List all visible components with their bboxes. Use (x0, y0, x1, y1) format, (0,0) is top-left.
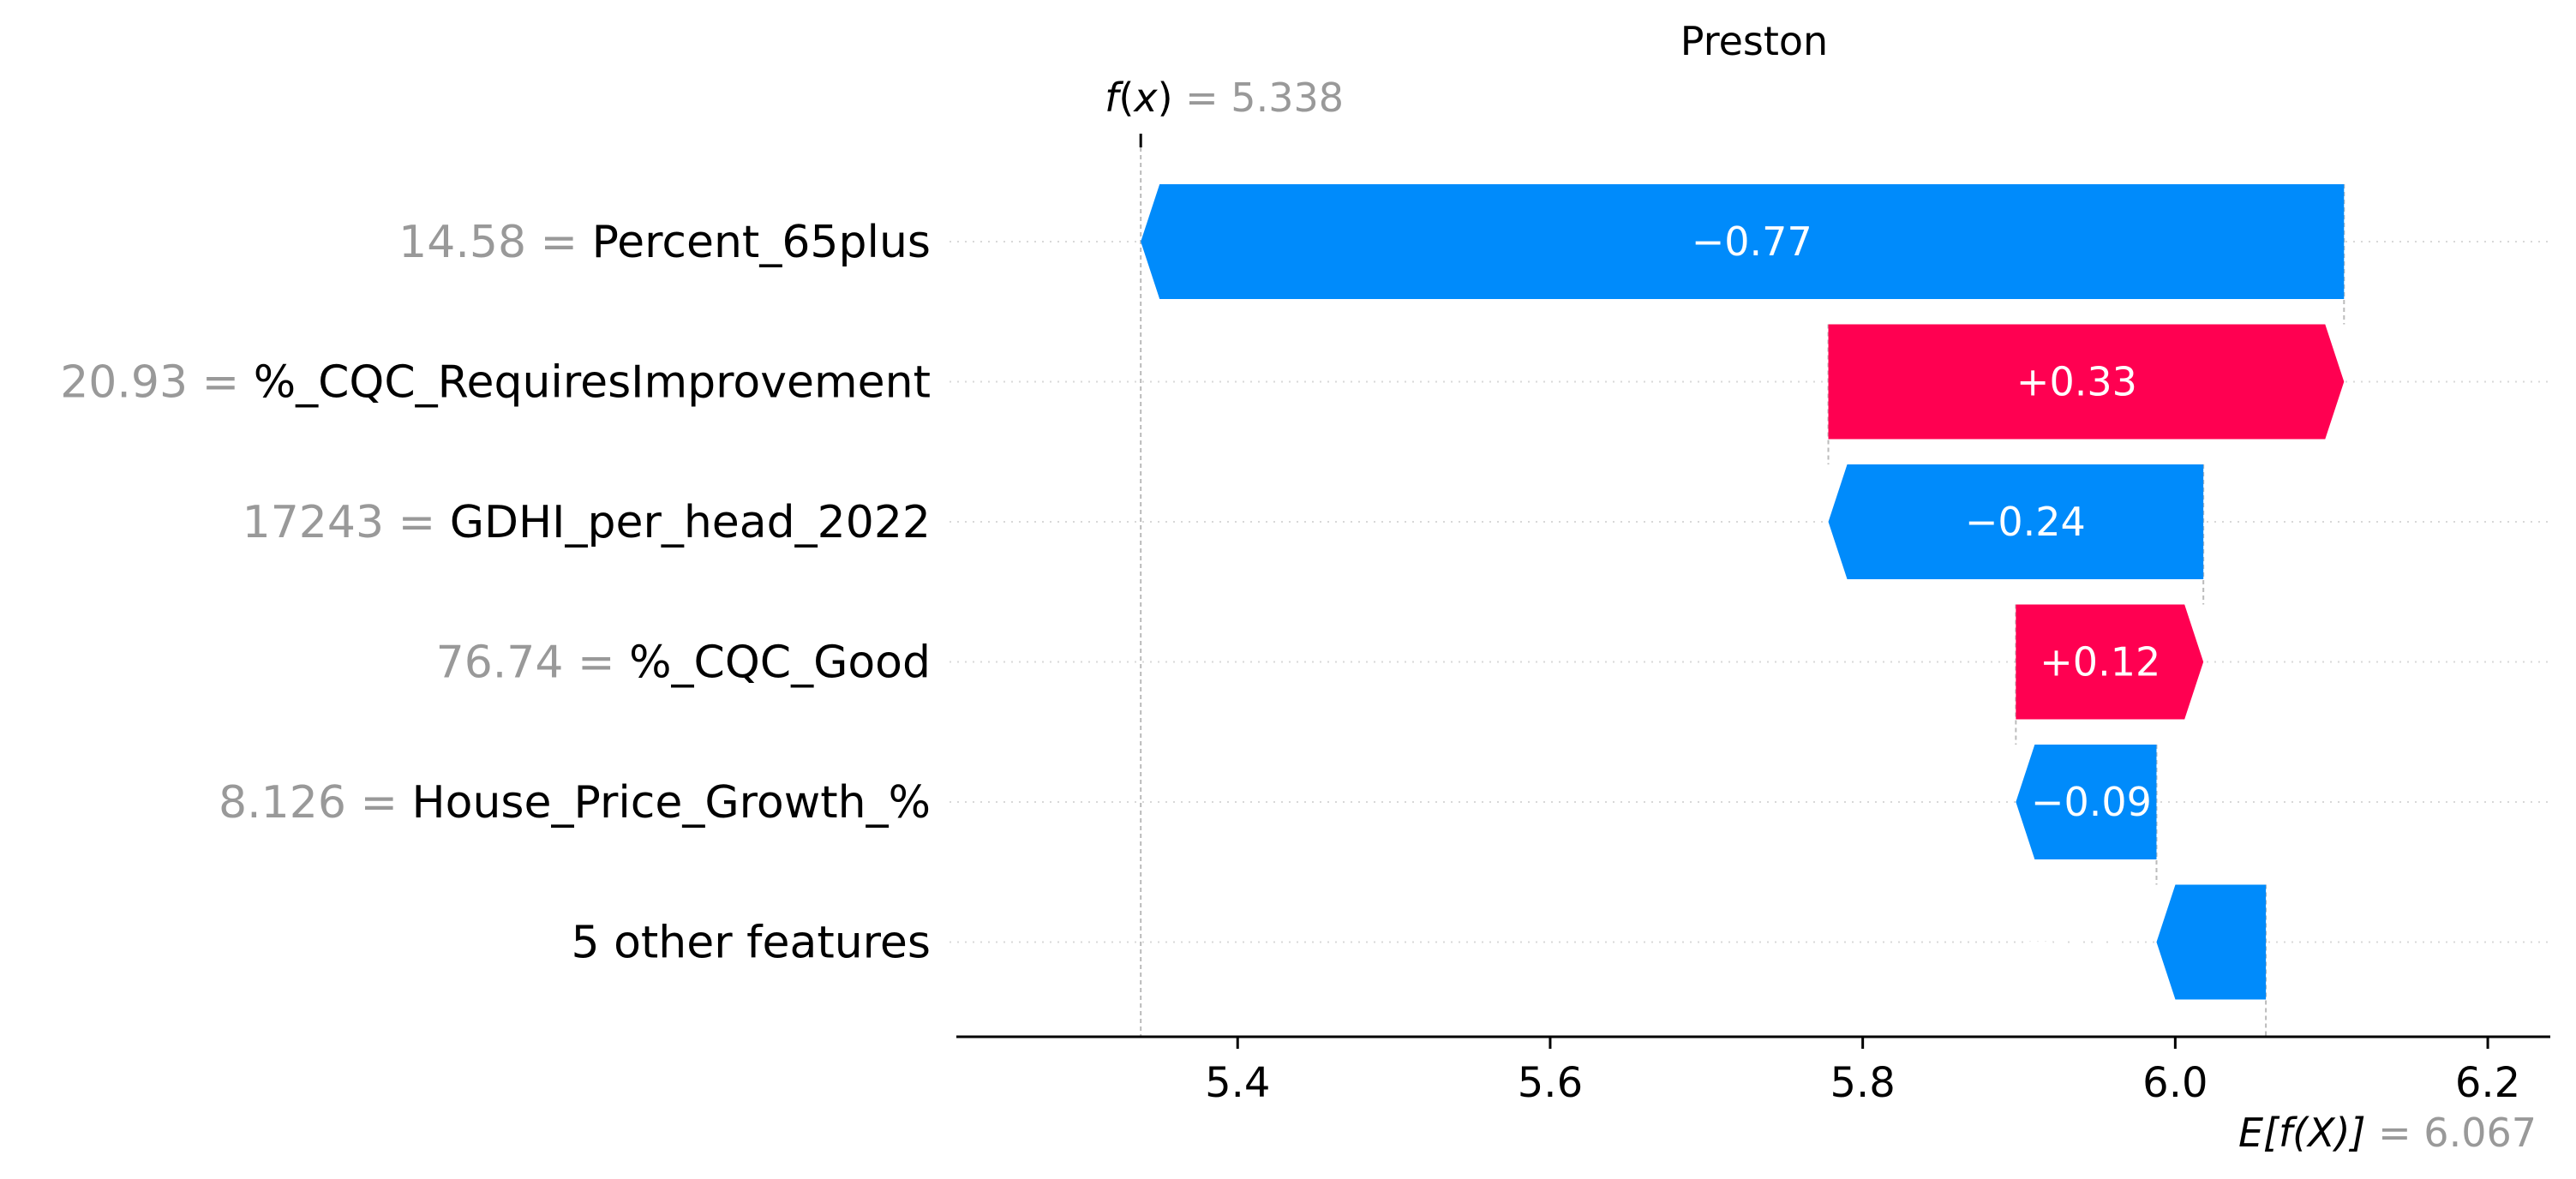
x-tick-label: 5.6 (1518, 1059, 1583, 1107)
bar-label-5: −0.09 (2031, 779, 2152, 825)
ex-annotation: E[f(X)] = 6.067 (2238, 1110, 2537, 1156)
labels-layer: Preston f(x) = 5.338 E[f(X)] = 6.067 −0.77 1… (60, 18, 2537, 1156)
x-tick-label: 6.0 (2142, 1059, 2208, 1107)
x-tick-label: 5.8 (1830, 1059, 1895, 1107)
feature-label-5: 8.126 = House_Price_Growth_% (219, 777, 931, 829)
feature-label-6: 5 other features (571, 918, 931, 969)
bar-label-3: −0.24 (1965, 499, 2086, 545)
feature-label-2: 20.93 = %_CQC_RequiresImprovement (60, 357, 931, 409)
bar-1 (1141, 184, 2345, 299)
bar-3 (1828, 464, 2204, 579)
bar-4 (2016, 604, 2204, 720)
bar-5 (2016, 745, 2157, 859)
bars-layer (1141, 184, 2345, 1000)
feature-label-4: 76.74 = %_CQC_Good (436, 637, 931, 689)
x-tick-label: 5.4 (1205, 1059, 1270, 1107)
bar-6 (2156, 884, 2267, 1000)
x-axis (956, 134, 2550, 1049)
bar-label-2: +0.33 (2016, 359, 2137, 405)
x-tick-label: 6.2 (2455, 1059, 2520, 1107)
bar-label-1: −0.77 (1692, 218, 1812, 265)
bar-label-4: +0.12 (2040, 639, 2160, 685)
fx-annotation: f(x) = 5.338 (1105, 75, 1344, 121)
feature-label-3: 17243 = GDHI_per_head_2022 (243, 497, 931, 548)
bar-label-6: −0.07 (2024, 919, 2145, 966)
bar-2 (1828, 324, 2345, 440)
chart-title: Preston (1680, 18, 1828, 64)
feature-label-1: 14.58 = Percent_65plus (398, 217, 931, 268)
